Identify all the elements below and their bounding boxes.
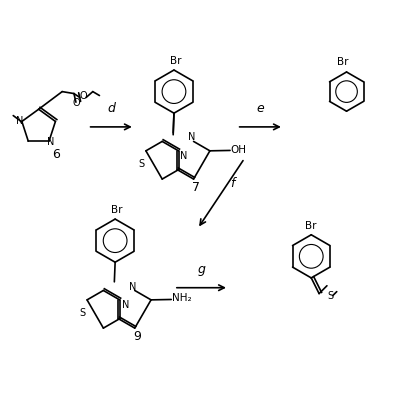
Text: S: S <box>79 308 86 318</box>
Text: Br: Br <box>305 221 317 231</box>
Text: N: N <box>129 282 136 292</box>
Text: S: S <box>328 291 334 301</box>
Text: N: N <box>188 132 195 143</box>
Text: N: N <box>47 137 54 147</box>
Text: Br: Br <box>111 205 123 215</box>
Text: 9: 9 <box>133 330 141 343</box>
Text: Br: Br <box>170 56 182 66</box>
Text: Br: Br <box>337 57 348 67</box>
Text: 7: 7 <box>192 181 199 194</box>
Text: e: e <box>256 102 264 115</box>
Text: d: d <box>107 102 115 115</box>
Text: f: f <box>231 177 235 190</box>
Text: g: g <box>198 263 205 276</box>
Text: N: N <box>122 300 129 310</box>
Text: 6: 6 <box>53 148 60 161</box>
Text: S: S <box>138 159 145 169</box>
Text: O: O <box>79 91 87 101</box>
Text: OH: OH <box>230 145 246 156</box>
Text: NH₂: NH₂ <box>172 293 192 303</box>
Text: N: N <box>181 151 188 161</box>
Text: O: O <box>73 98 80 108</box>
Text: N: N <box>16 117 24 126</box>
